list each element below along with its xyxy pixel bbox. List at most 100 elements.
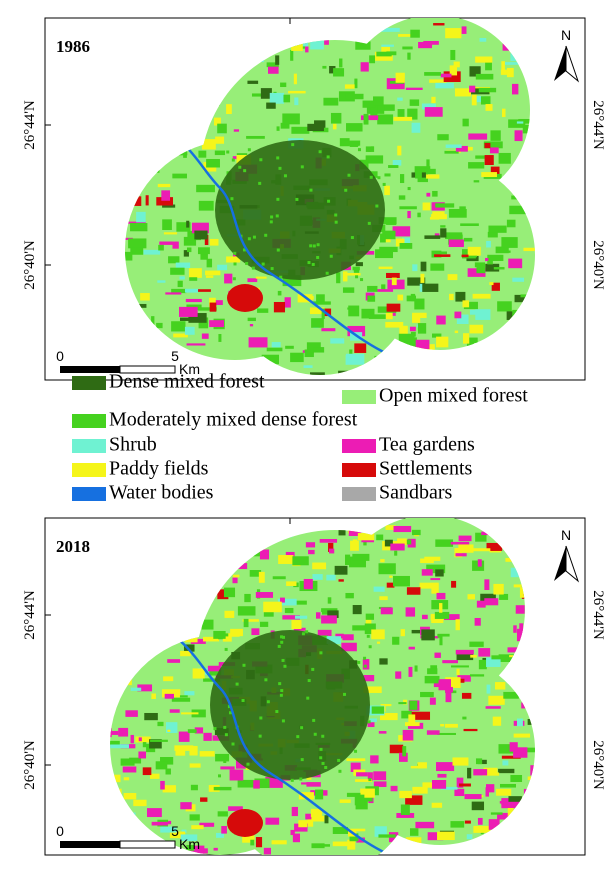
land-cover-patch <box>347 307 357 309</box>
land-cover-patch <box>425 676 440 683</box>
dense-forest-texture <box>242 664 245 667</box>
land-cover-patch <box>370 755 378 763</box>
land-cover-patch <box>513 625 516 632</box>
land-cover-patch <box>479 88 496 92</box>
land-cover-patch <box>295 616 307 619</box>
land-cover-patch <box>380 559 384 562</box>
land-cover-patch <box>369 27 374 37</box>
land-cover-patch <box>464 729 478 731</box>
land-cover-patch <box>485 62 492 70</box>
land-cover-patch <box>144 35 156 42</box>
land-cover-patch <box>143 742 147 747</box>
land-cover-patch <box>556 295 568 297</box>
land-cover-patch <box>503 692 519 699</box>
dense-forest-texture <box>311 668 314 671</box>
land-cover-patch <box>278 555 293 564</box>
land-cover-patch <box>451 665 469 667</box>
dense-forest-texture <box>370 176 373 179</box>
land-cover-patch <box>185 34 190 41</box>
land-cover-patch <box>524 353 532 359</box>
land-cover-patch <box>178 281 183 287</box>
land-cover-patch <box>350 541 359 551</box>
land-cover-patch <box>131 53 144 60</box>
land-cover-patch <box>181 26 186 29</box>
land-cover-patch <box>96 701 100 707</box>
scale-start: 0 <box>56 348 64 364</box>
land-cover-patch <box>139 345 155 353</box>
land-cover-patch <box>102 723 111 733</box>
land-cover-patch <box>500 784 516 788</box>
land-cover-patch <box>175 748 185 756</box>
dense-forest-texture <box>225 648 228 651</box>
land-cover-patch <box>473 826 490 833</box>
land-cover-patch <box>474 180 480 182</box>
dense-forest-texture <box>371 146 374 149</box>
land-cover-patch <box>379 731 387 734</box>
land-cover-patch <box>163 42 174 47</box>
land-cover-patch <box>386 51 396 55</box>
land-cover-patch <box>469 642 483 647</box>
land-cover-patch <box>505 32 520 40</box>
land-cover-patch <box>529 359 539 361</box>
land-cover-patch <box>535 175 548 179</box>
land-cover-patch <box>172 64 185 66</box>
land-cover-patch <box>527 748 541 753</box>
land-cover-patch <box>551 321 565 328</box>
land-cover-patch <box>149 34 158 44</box>
land-cover-patch <box>131 831 143 839</box>
land-cover-patch <box>139 347 150 356</box>
dense-forest-texture <box>322 762 325 765</box>
land-cover-patch <box>323 98 338 106</box>
land-cover-patch <box>258 54 265 62</box>
land-cover-patch <box>107 237 117 243</box>
land-cover-patch <box>189 746 197 756</box>
land-cover-patch <box>191 785 198 790</box>
land-cover-patch <box>463 119 469 127</box>
land-cover-patch <box>96 163 106 172</box>
land-cover-patch <box>407 53 410 60</box>
land-cover-patch <box>408 846 418 853</box>
dense-forest-texture <box>363 657 366 660</box>
dense-forest-texture <box>221 633 224 636</box>
land-cover-patch <box>478 648 490 657</box>
land-cover-patch <box>406 607 415 616</box>
land-cover-patch <box>93 169 97 173</box>
land-cover-patch <box>162 219 172 230</box>
dense-forest-texture <box>320 748 323 751</box>
land-cover-patch <box>158 245 164 251</box>
land-cover-patch <box>122 828 138 838</box>
land-cover-patch <box>358 533 374 540</box>
land-cover-patch <box>393 160 402 166</box>
land-cover-patch <box>157 722 163 726</box>
latitude-label: 26°44'N <box>590 590 606 640</box>
land-cover-patch <box>170 709 180 712</box>
land-cover-patch <box>507 68 514 77</box>
land-cover-patch <box>390 745 403 754</box>
land-cover-patch <box>118 728 128 737</box>
land-cover-patch <box>90 281 99 285</box>
land-cover-patch <box>291 127 309 134</box>
land-cover-patch <box>256 277 267 279</box>
land-cover-patch <box>433 23 444 25</box>
land-cover-patch <box>144 713 158 720</box>
dense-forest-texture <box>283 665 286 668</box>
land-cover-patch <box>531 787 549 797</box>
dense-forest-texture <box>226 151 229 154</box>
land-cover-patch <box>244 594 250 602</box>
land-cover-patch <box>441 362 450 372</box>
land-cover-patch <box>509 206 526 214</box>
land-cover-patch <box>326 575 335 581</box>
land-cover-patch <box>169 97 175 101</box>
land-cover-patch <box>472 95 477 106</box>
land-cover-patch <box>335 566 348 575</box>
dense-forest <box>210 630 370 780</box>
land-cover-patch <box>198 151 206 158</box>
land-cover-patch <box>491 655 508 659</box>
land-cover-patch <box>92 318 103 328</box>
land-cover-patch <box>124 637 141 646</box>
land-cover-patch <box>118 109 124 114</box>
land-cover-patch <box>480 38 487 42</box>
land-cover-patch <box>176 152 187 155</box>
land-cover-patch <box>167 730 170 732</box>
land-cover-patch <box>452 757 468 765</box>
